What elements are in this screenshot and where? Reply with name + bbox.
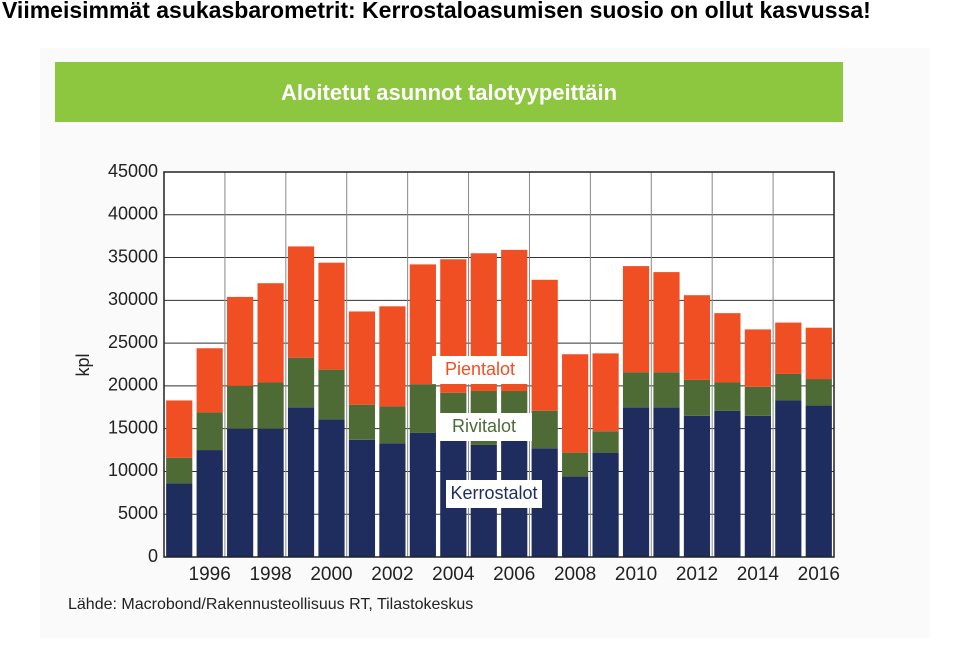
x-tick-label: 2008 [554,564,596,585]
legend-box [432,356,528,384]
bar-segment [714,382,741,411]
chart-title: Aloitetut asunnot talotyypeittäin [281,80,617,105]
bar-segment [409,264,436,385]
bar-segment [196,412,223,451]
x-tick-label: 2002 [371,564,413,585]
bar-segment [348,439,376,557]
y-tick-label: 40000 [108,204,158,224]
bar-segment [683,295,711,380]
bar-segment [744,329,771,387]
bar-segment [562,452,589,477]
bar-segment [805,405,832,557]
bar-segment [622,407,650,557]
bar-segment [227,385,254,429]
x-tick-label: 2000 [310,564,352,585]
title-banner [55,62,843,122]
bar-segment [562,354,589,453]
bar-segment [531,410,558,449]
x-tick-label: 2004 [432,564,475,585]
bar-segment [744,415,771,557]
bar-segment [348,404,376,440]
bar-segment [287,407,315,557]
bar-segment [531,279,558,411]
source: Lähde: Macrobond/Rakennusteollisuus RT, … [68,596,473,613]
bar-segment [287,357,315,408]
bar-segment [653,407,680,557]
legend-box [446,480,542,508]
bar-segment [257,428,284,557]
bar-segment [379,443,406,557]
bar-segment [196,450,223,557]
header-title: Viimeisimmät asukasbarometrit: Kerrostal… [2,0,871,23]
bar-segment [257,382,284,429]
bar-segment [775,322,802,374]
bar-segment [653,372,680,408]
bar-segment [287,246,315,358]
bar-segment [592,431,619,453]
bar-segment [318,369,345,420]
bar-segment [196,348,223,413]
x-tick-label: 1998 [249,564,291,585]
legend-label: Rivitalot [452,416,516,436]
bar-segment [166,457,193,484]
bar-segment [622,372,650,408]
x-tick-label: 1996 [189,564,231,585]
x-tick-label: 2014 [737,564,780,585]
legend-label: Pientalot [445,359,515,379]
y-tick-label: 15000 [108,417,158,437]
bar-segment [227,296,254,386]
bar-segment [166,400,193,458]
bar-segment [714,313,741,383]
bar-segment [683,415,711,557]
y-tick-label: 0 [148,546,158,566]
bar-segment [592,452,619,557]
bar-segment [348,311,376,405]
y-tick-label: 5000 [118,503,158,523]
bar-segment [775,373,802,401]
bar-segment [805,379,832,406]
x-tick-label: 2016 [798,564,840,585]
bar-segment [683,379,711,416]
bar-segment [744,386,771,416]
y-tick-label: 10000 [108,460,158,480]
y-tick-label: 25000 [108,332,158,352]
y-tick-label: 20000 [108,375,158,395]
x-tick-label: 2012 [676,564,718,585]
bar-segment [409,384,436,433]
bar-segment [562,476,589,557]
bar-segment [379,306,406,407]
legend-box [436,413,532,441]
bar-segment [227,428,254,557]
y-tick-label: 45000 [108,161,158,181]
legend-label: Kerrostalot [450,483,537,503]
x-tick-label: 2006 [493,564,535,585]
y-axis-label: kpl [73,353,93,376]
bar-segment [805,327,832,380]
bar-segment [775,400,802,557]
y-tick-label: 30000 [108,289,158,309]
bar-segment [622,266,650,373]
plot-border [163,171,835,558]
x-tick-label: 2010 [615,564,657,585]
bar-segment [714,410,741,557]
bar-segment [379,406,406,444]
bar-segment [166,483,193,557]
bar-segment [318,419,345,557]
bar-segment [318,262,345,370]
bar-segment [409,432,436,557]
bar-segment [592,353,619,432]
y-tick-label: 35000 [108,246,158,266]
bar-segment [257,283,284,383]
bar-segment [653,272,680,373]
